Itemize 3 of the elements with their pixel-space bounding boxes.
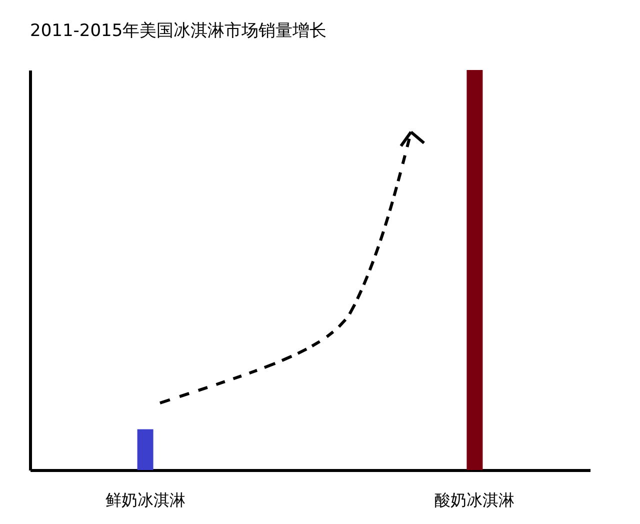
x-tick-label: 鲜奶冰淇淋 [105, 490, 186, 510]
chart-title: 2011-2015年美国冰淇淋市场销量增长 [30, 21, 327, 41]
x-tick-label: 酸奶冰淇淋 [434, 490, 515, 510]
